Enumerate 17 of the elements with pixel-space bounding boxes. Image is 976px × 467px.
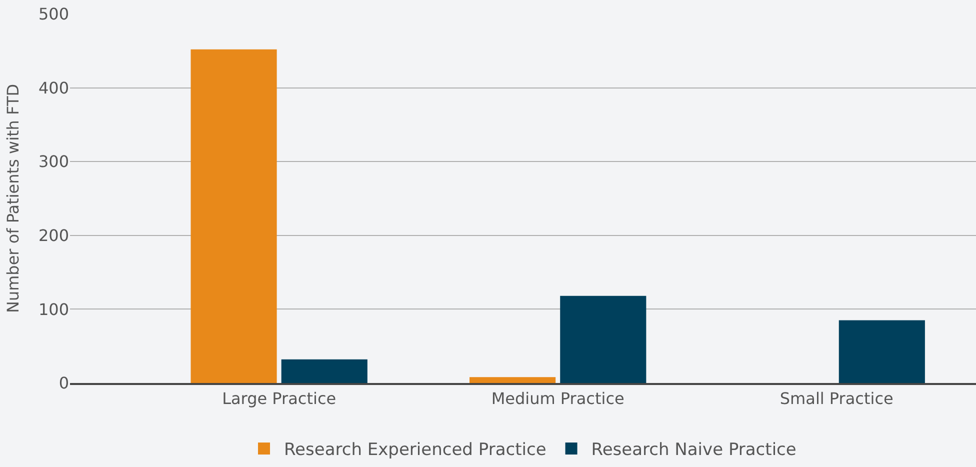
- bar: [560, 296, 646, 383]
- y-tick-label: 400: [38, 78, 69, 98]
- bar: [190, 49, 277, 383]
- x-tick-label: Large Practice: [222, 388, 336, 408]
- y-axis-title: Number of Patients with FTD: [3, 84, 22, 314]
- legend-label: Research Experienced Practice: [284, 440, 546, 460]
- y-tick-label: 100: [38, 300, 69, 319]
- x-tick-label: Medium Practice: [491, 388, 624, 408]
- y-tick-label: 500: [38, 4, 69, 24]
- bar: [838, 320, 925, 383]
- bar: [470, 377, 556, 383]
- legend-label: Research Naive Practice: [591, 440, 796, 460]
- y-tick-label: 300: [38, 152, 69, 172]
- bar: [281, 359, 368, 383]
- y-tick-label: 200: [38, 226, 69, 245]
- x-tick-label: Small Practice: [780, 388, 894, 408]
- y-tick-label: 0: [58, 374, 69, 393]
